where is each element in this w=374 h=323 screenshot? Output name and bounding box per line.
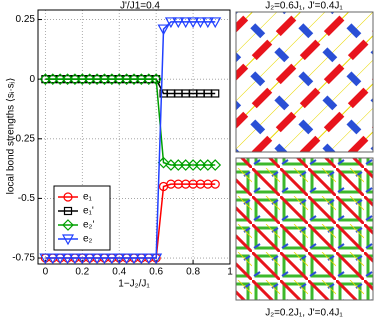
legend-label: e₁' <box>83 206 94 217</box>
marker <box>211 89 220 98</box>
x-axis-label: 1−J₂/J₁ <box>118 279 150 290</box>
marker <box>164 17 177 29</box>
marker <box>172 17 185 29</box>
marker <box>157 156 170 169</box>
y-tick-label: 0 <box>29 74 35 85</box>
legend-label: e₂' <box>83 220 94 231</box>
x-tick-label: 0.8 <box>186 267 200 278</box>
marker <box>203 179 213 189</box>
legend-label: e₁ <box>83 192 93 203</box>
lattice-panel <box>235 157 374 301</box>
marker <box>46 253 59 265</box>
panel-label: J₂=0.2J₁, J'=0.4J₁ <box>265 308 343 319</box>
marker <box>181 179 191 189</box>
lattice-panel <box>235 11 374 153</box>
marker <box>150 73 163 86</box>
marker <box>201 17 214 29</box>
marker <box>188 179 198 189</box>
marker <box>194 17 207 29</box>
marker <box>68 253 81 265</box>
legend-box <box>53 185 111 251</box>
plot: 0.25 0 -0.25 -0.5 -0.75 0 0.2 0.4 0.6 0.8 1 e₁ e₁' e₂… <box>12 9 233 278</box>
legend: e₁ e₁' e₂' e₂ <box>53 185 111 251</box>
marker <box>91 253 104 265</box>
marker <box>187 17 200 29</box>
x-tick-label: 0.4 <box>112 267 126 278</box>
chart-title: J'/J1=0.4 <box>120 1 160 12</box>
marker <box>61 253 74 265</box>
y-tick-label: 0.25 <box>16 14 36 25</box>
x-tick-label: 0 <box>43 267 49 278</box>
marker <box>63 192 73 202</box>
marker <box>210 179 220 189</box>
y-axis-label: local bond strengths ⟨sᵢ·sⱼ⟩ <box>6 78 17 195</box>
marker <box>209 17 222 29</box>
marker <box>62 219 74 231</box>
marker <box>61 234 75 246</box>
marker <box>195 179 206 189</box>
marker <box>166 179 176 189</box>
marker <box>179 17 192 29</box>
series-line <box>45 78 216 166</box>
marker <box>120 253 133 265</box>
marker <box>98 253 111 265</box>
marker <box>209 159 222 171</box>
y-tick-label: -0.5 <box>18 193 36 204</box>
marker <box>135 253 148 265</box>
marker <box>83 253 96 265</box>
marker <box>113 253 126 265</box>
marker <box>54 253 67 265</box>
marker <box>39 253 52 265</box>
marker <box>142 253 155 265</box>
marker <box>173 179 183 189</box>
panel-label: J₂=0.6J₁, J'=0.4J₁ <box>265 1 343 12</box>
marker <box>150 253 163 265</box>
x-tick-label: 0.6 <box>149 267 163 278</box>
series-line <box>45 21 216 259</box>
marker <box>63 206 73 216</box>
x-tick-label: 1 <box>227 267 233 278</box>
y-tick-label: -0.25 <box>12 133 35 144</box>
marker <box>127 253 141 265</box>
marker <box>105 253 118 265</box>
marker <box>157 24 170 36</box>
legend-label: e₂ <box>83 234 93 245</box>
x-tick-label: 0.2 <box>75 267 89 278</box>
marker <box>76 253 89 265</box>
y-tick-label: -0.75 <box>12 253 35 264</box>
